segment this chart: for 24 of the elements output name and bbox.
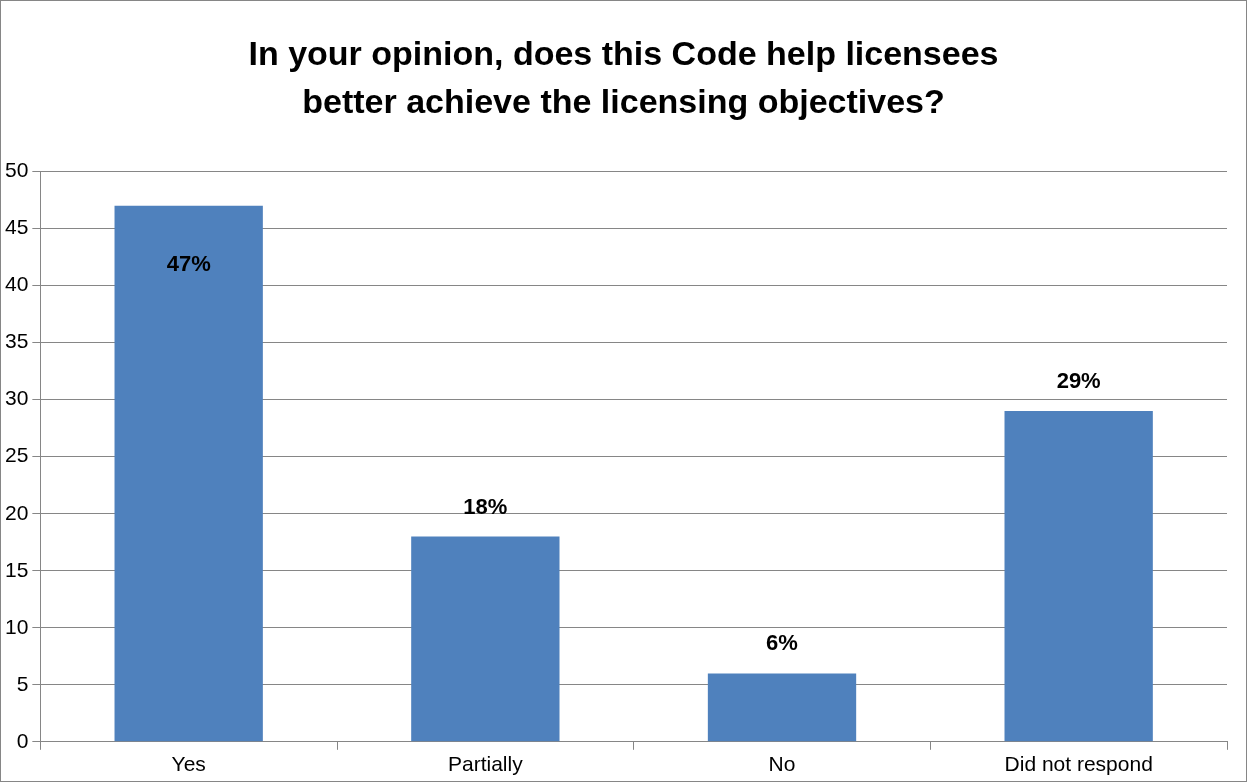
data-label: 6% xyxy=(766,630,798,656)
bar xyxy=(114,205,263,742)
y-tick-label: 50 xyxy=(5,158,29,182)
bar xyxy=(1004,411,1153,742)
bar xyxy=(411,536,560,742)
data-label: 47% xyxy=(166,250,211,276)
x-tick-label: Did not respond xyxy=(1004,752,1153,776)
y-tick-label: 5 xyxy=(16,671,29,695)
y-tick-label: 40 xyxy=(5,272,29,296)
y-tick-label: 0 xyxy=(16,728,29,752)
y-tick-label: 35 xyxy=(5,329,29,353)
bar xyxy=(707,673,857,742)
y-tick-label: 20 xyxy=(5,500,29,524)
y-tick-label: 10 xyxy=(5,614,29,638)
y-tick-label: 30 xyxy=(5,386,29,410)
x-tick-label: Yes xyxy=(171,752,206,776)
y-tick-label: 25 xyxy=(5,443,29,467)
data-label: 29% xyxy=(1056,368,1101,394)
y-tick-label: 45 xyxy=(5,215,29,239)
x-tick-label: No xyxy=(768,752,796,776)
data-label: 18% xyxy=(463,493,508,519)
chart-title: In your opinion, does this Code help licensees better achieve the licensing objectives? xyxy=(247,33,1000,122)
x-tick-label: Partially xyxy=(448,752,524,776)
y-tick-label: 15 xyxy=(5,557,29,581)
